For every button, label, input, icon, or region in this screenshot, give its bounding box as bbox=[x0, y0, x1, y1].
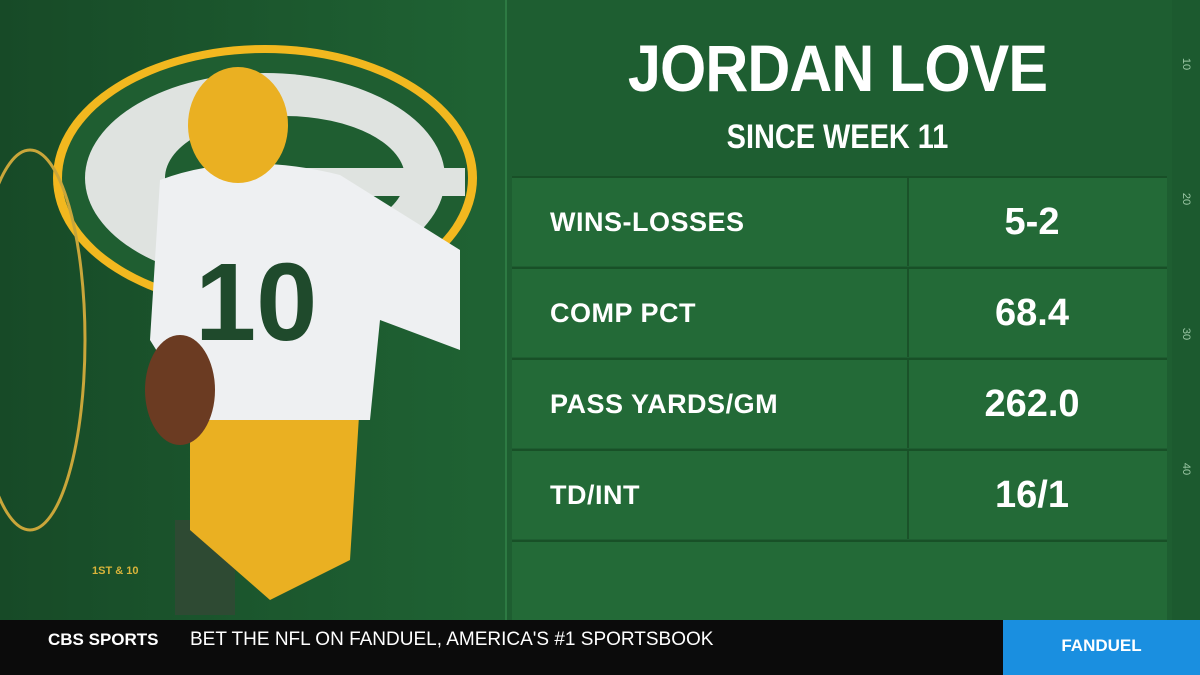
stat-label: TD/INT bbox=[550, 480, 640, 510]
row-divider bbox=[907, 269, 909, 357]
yard-marker: 20 bbox=[1180, 192, 1193, 206]
yard-marker: 10 bbox=[1180, 57, 1193, 71]
stat-row-empty bbox=[512, 540, 1167, 620]
row-divider bbox=[907, 451, 909, 539]
player-figure: 10 bbox=[145, 67, 460, 615]
stat-value: 68.4 bbox=[995, 292, 1069, 334]
stat-row: PASS YARDS/GM 262.0 bbox=[512, 358, 1167, 448]
stat-value: 5-2 bbox=[1004, 201, 1060, 243]
row-divider bbox=[907, 360, 909, 448]
ticker-bar bbox=[0, 620, 1200, 675]
stat-value: 16/1 bbox=[995, 474, 1069, 516]
stat-label: COMP PCT bbox=[550, 298, 697, 328]
down-distance: 1ST & 10 bbox=[92, 565, 139, 577]
yard-marker: 30 bbox=[1180, 327, 1193, 341]
ticker-text: BET THE NFL ON FANDUEL, AMERICA'S #1 SPO… bbox=[190, 629, 714, 650]
logo-art: 10 bbox=[0, 45, 477, 615]
stat-label: PASS YARDS/GM bbox=[550, 389, 779, 419]
stat-row: WINS-LOSSES 5-2 bbox=[512, 176, 1167, 266]
stat-row: COMP PCT 68.4 bbox=[512, 267, 1167, 357]
title: JORDAN LOVE bbox=[627, 31, 1048, 105]
yard-marker: 40 bbox=[1180, 462, 1193, 476]
row-divider bbox=[907, 178, 909, 266]
sponsor-box bbox=[1003, 620, 1200, 675]
sponsor-logo: FANDUEL bbox=[1061, 636, 1142, 655]
network-logo: CBS SPORTS bbox=[48, 630, 159, 649]
stat-value: 262.0 bbox=[984, 383, 1080, 425]
svg-text:10: 10 bbox=[195, 241, 317, 364]
subtitle: SINCE WEEK 11 bbox=[726, 118, 949, 156]
stat-row: TD/INT 16/1 bbox=[512, 449, 1167, 539]
stat-label: WINS-LOSSES bbox=[550, 207, 745, 237]
